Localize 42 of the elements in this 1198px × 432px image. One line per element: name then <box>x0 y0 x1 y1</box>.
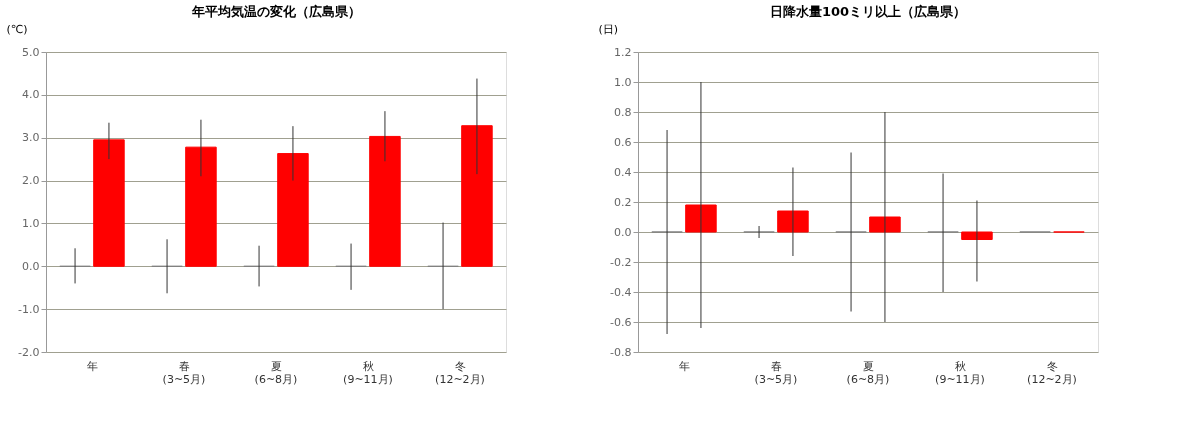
y-tick-label: 0.8 <box>614 105 632 119</box>
y-tick-label: -0.8 <box>610 345 632 359</box>
y-tick-label: 0.4 <box>614 165 632 179</box>
y-tick-label: -0.4 <box>610 285 632 299</box>
x-tick-label: 秋 (9~11月) <box>935 359 985 386</box>
x-tick-label: 夏 (6~8月) <box>846 359 890 386</box>
x-tick-label: 冬 (12~2月) <box>1027 359 1077 386</box>
y-tick-label: 1.2 <box>614 45 632 59</box>
y-tick-label: 1.0 <box>22 216 40 230</box>
x-tick-label: 春 (3~5月) <box>162 359 206 386</box>
y-tick-label: 0.2 <box>614 195 632 209</box>
x-tick-label: 秋 (9~11月) <box>343 359 393 386</box>
y-tick-label: 1.0 <box>614 75 632 89</box>
y-tick-label: 0.0 <box>22 259 40 273</box>
bar <box>961 231 993 240</box>
x-tick-label: 冬 (12~2月) <box>435 359 485 386</box>
bar <box>777 210 809 233</box>
y-tick-label: -0.6 <box>610 315 632 329</box>
x-tick-label: 年 <box>86 359 98 373</box>
y-tick-label: -1.0 <box>18 302 40 316</box>
y-tick-label: -2.0 <box>18 345 40 359</box>
bar <box>277 153 309 267</box>
x-tick-label: 年 <box>678 359 690 373</box>
y-tick-label: 5.0 <box>22 45 40 59</box>
y-tick-label: 2.0 <box>22 174 40 188</box>
y-tick-label: 3.0 <box>22 131 40 145</box>
bar <box>685 204 717 233</box>
y-tick-label: -0.2 <box>610 255 632 269</box>
y-axis-title: (℃) <box>6 22 28 36</box>
x-tick-label: 春 (3~5月) <box>754 359 798 386</box>
chart-title: 年平均気温の変化（広島県） <box>190 4 361 19</box>
x-tick-label: 夏 (6~8月) <box>254 359 298 386</box>
y-tick-label: 0.6 <box>614 135 632 149</box>
bar <box>869 216 901 233</box>
y-tick-label: 0.0 <box>614 225 632 239</box>
y-tick-label: 4.0 <box>22 88 40 102</box>
bar <box>369 135 401 267</box>
bar <box>185 146 217 267</box>
chart-title: 日降水量100ミリ以上（広島県） <box>769 4 967 19</box>
bar <box>93 139 125 267</box>
bar <box>461 125 493 267</box>
y-axis-title: (日) <box>598 22 619 36</box>
